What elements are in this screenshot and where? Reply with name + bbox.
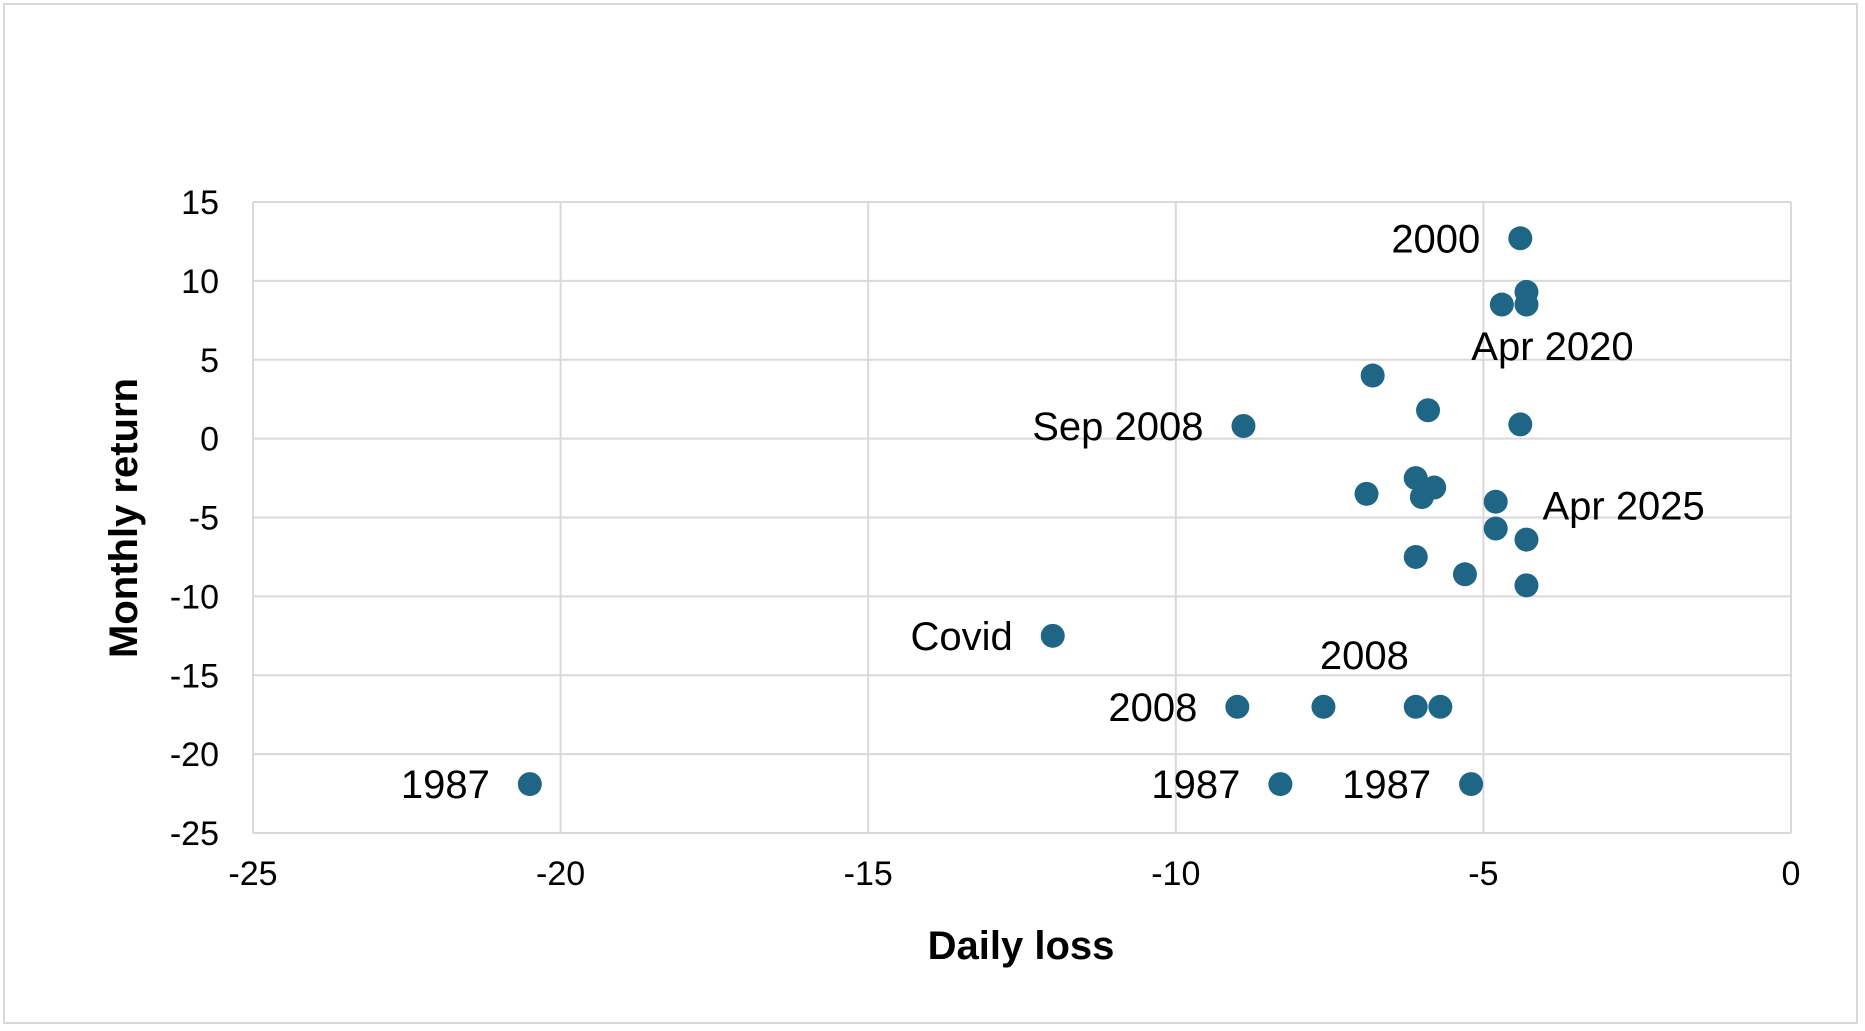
data-point [1514,279,1539,304]
data-point [1508,226,1533,251]
data-point [1360,363,1385,388]
data-point [1409,484,1434,509]
data-point [1459,772,1484,797]
y-tick-label: 0 [200,421,219,459]
grid [252,201,1792,834]
y-tick-label: -5 [189,500,219,538]
data-point [1514,573,1539,598]
data-point [1452,562,1477,587]
data-point [1403,694,1428,719]
x-axis-title: Daily loss [928,924,1115,968]
data-point [1483,489,1508,514]
y-tick-label: -25 [170,815,219,853]
x-tick-label: -25 [228,855,277,893]
point-label: 1987 [1151,763,1240,807]
chart-frame: -25 -20 -15 -10 -5 0 -25 -20 -15 -10 -5 0 5 10 15 1987… [3,3,1858,1024]
data-point [1416,398,1441,423]
data-point [1403,466,1428,491]
y-tick-label: 15 [181,184,219,222]
point-label: 2008 [1320,634,1409,678]
y-tick-label: -20 [170,736,219,774]
y-axis-title: Monthly return [102,378,146,658]
point-label: 1987 [1342,763,1431,807]
data-point [1514,527,1539,552]
point-label: Sep 2008 [1032,405,1203,449]
data-point [1403,544,1428,569]
point-label: Apr 2020 [1471,325,1633,369]
x-tick-label: -5 [1468,855,1498,893]
data-point [1483,516,1508,541]
data-point [1268,772,1293,797]
data-point [1354,481,1379,506]
data-point [1508,412,1533,437]
x-tick-label: -15 [844,855,893,893]
y-tick-label: -10 [170,578,219,616]
point-labels: 1987 1987 1987 2008 2008 Covid Sep 2008 Apr 202… [401,217,1705,807]
data-point [1231,414,1256,439]
x-tick-label: -10 [1151,855,1200,893]
x-tick-label: -20 [536,855,585,893]
y-tick-label: -15 [170,657,219,695]
scatter-chart: -25 -20 -15 -10 -5 0 -25 -20 -15 -10 -5 0 5 10 15 1987… [102,184,1801,968]
data-point [1428,694,1453,719]
data-point [517,772,542,797]
point-label: 1987 [401,763,490,807]
tick-labels: -25 -20 -15 -10 -5 0 -25 -20 -15 -10 -5 0 5 10 15 [170,184,1801,893]
y-tick-label: 5 [200,342,219,380]
data-point [1489,292,1514,317]
data-points [517,226,1539,797]
point-label: 2000 [1391,217,1480,261]
point-label: 2008 [1108,686,1197,730]
data-point [1040,623,1065,648]
y-tick-label: 10 [181,263,219,301]
point-label: Covid [910,615,1012,659]
point-label: Apr 2025 [1542,485,1704,529]
data-point [1225,694,1250,719]
data-point [1311,694,1336,719]
x-tick-label: 0 [1782,855,1801,893]
